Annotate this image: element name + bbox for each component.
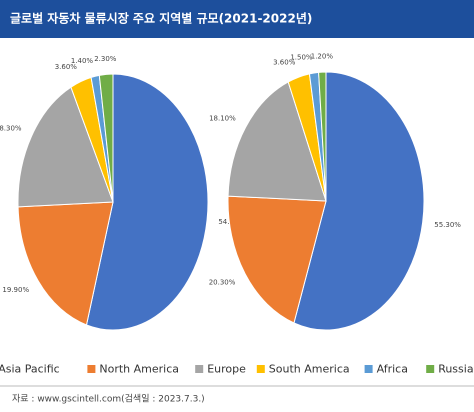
header-bar bbox=[0, 0, 474, 38]
pie-slice bbox=[17, 201, 114, 326]
data-label: 18.30% bbox=[0, 125, 22, 133]
legend-swatch bbox=[256, 365, 265, 373]
pie-slice bbox=[98, 73, 114, 203]
legend-swatch bbox=[364, 365, 373, 373]
legend-label: Russia bbox=[438, 363, 473, 376]
source: 자료 : www.gscintell.com(검색일 : 2023.7.3.) bbox=[12, 393, 205, 405]
data-label: 3.60% bbox=[55, 63, 78, 71]
legend-swatch bbox=[195, 365, 204, 373]
legend-swatch bbox=[426, 365, 435, 373]
pie-slice bbox=[318, 71, 327, 202]
data-label: 1.20% bbox=[311, 53, 334, 61]
pie-slice bbox=[227, 195, 327, 324]
pie-slice bbox=[85, 73, 209, 331]
data-label: 20.30% bbox=[209, 279, 236, 287]
data-label: 18.10% bbox=[209, 115, 236, 123]
legend-label: South America bbox=[269, 363, 350, 376]
title: 글로벌 자동차 물류시장 주요 지역별 규모(2021-2022년) bbox=[10, 11, 312, 26]
pie-slice bbox=[227, 81, 327, 202]
data-label: 1.40% bbox=[71, 57, 94, 65]
legend-swatch bbox=[87, 365, 96, 373]
data-label: 3.60% bbox=[273, 58, 296, 66]
legend-label: Europe bbox=[207, 363, 246, 376]
legend-label: North America bbox=[99, 363, 179, 376]
legend-label: Africa bbox=[377, 363, 408, 376]
data-label: 55.30% bbox=[434, 221, 461, 229]
pie-slice bbox=[17, 86, 114, 208]
data-label: 1.50% bbox=[290, 54, 313, 62]
data-label: 2.30% bbox=[94, 55, 117, 63]
legend-label: Asia Pacific bbox=[0, 363, 60, 376]
data-label: 19.90% bbox=[2, 286, 29, 294]
